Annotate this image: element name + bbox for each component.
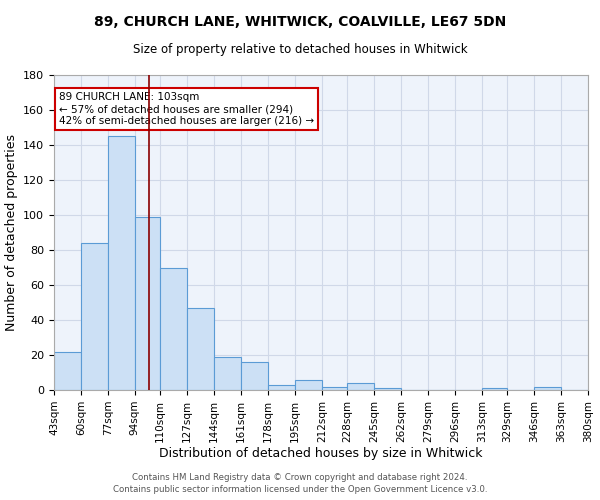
Bar: [534, 386, 561, 390]
Bar: [108, 136, 135, 390]
Bar: [187, 308, 214, 390]
Bar: [482, 388, 507, 390]
X-axis label: Distribution of detached houses by size in Whitwick: Distribution of detached houses by size …: [159, 448, 483, 460]
Bar: [81, 243, 108, 390]
Bar: [295, 380, 322, 390]
Text: Size of property relative to detached houses in Whitwick: Size of property relative to detached ho…: [133, 42, 467, 56]
Bar: [214, 357, 241, 390]
Bar: [347, 383, 374, 390]
Text: 89 CHURCH LANE: 103sqm
← 57% of detached houses are smaller (294)
42% of semi-de: 89 CHURCH LANE: 103sqm ← 57% of detached…: [59, 92, 314, 126]
Text: 89, CHURCH LANE, WHITWICK, COALVILLE, LE67 5DN: 89, CHURCH LANE, WHITWICK, COALVILLE, LE…: [94, 15, 506, 29]
Bar: [241, 362, 268, 390]
Bar: [268, 385, 295, 390]
Bar: [135, 217, 160, 390]
Text: Contains HM Land Registry data © Crown copyright and database right 2024.: Contains HM Land Registry data © Crown c…: [132, 472, 468, 482]
Text: Contains public sector information licensed under the Open Government Licence v3: Contains public sector information licen…: [113, 485, 487, 494]
Bar: [160, 268, 187, 390]
Bar: [54, 352, 81, 390]
Bar: [322, 386, 347, 390]
Bar: [374, 388, 401, 390]
Y-axis label: Number of detached properties: Number of detached properties: [5, 134, 17, 331]
